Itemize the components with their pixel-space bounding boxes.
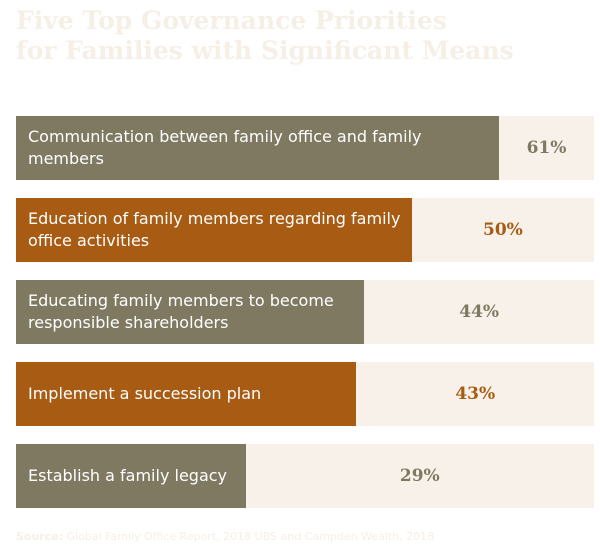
- bar-track: Establish a family legacy 29%: [16, 444, 594, 508]
- bar-track: Implement a succession plan 43%: [16, 362, 594, 426]
- bar-category-label: Educating family members to become respo…: [28, 291, 334, 332]
- bar: [16, 198, 412, 262]
- bar-track: Education of family members regarding fa…: [16, 198, 594, 262]
- bar-chart: Communication between family office and …: [16, 116, 594, 508]
- bar-category-label: Implement a succession plan: [28, 384, 262, 403]
- bar-track: Communication between family office and …: [16, 116, 594, 180]
- chart-title-line-1: Five Top Governance Priorities: [16, 6, 447, 35]
- source-note: Source: Global Family Office Report, 201…: [16, 530, 434, 543]
- bar: [16, 116, 499, 180]
- bar: [16, 362, 357, 426]
- bar-value-label: 44%: [459, 302, 500, 322]
- bar-value-label: 29%: [399, 466, 440, 486]
- bar: [16, 280, 365, 344]
- bar: [16, 444, 246, 508]
- bar-value-label: 61%: [526, 138, 567, 158]
- bar-track: Educating family members to become respo…: [16, 280, 594, 344]
- source-label: Source:: [16, 530, 64, 543]
- bar-value-label: 50%: [483, 220, 523, 240]
- bar-category-label: Establish a family legacy: [28, 466, 228, 485]
- source-text: Global Family Office Report, 2018 UBS an…: [66, 530, 435, 543]
- chart-title-line-2: for Families with Significant Means: [16, 36, 514, 65]
- chart-title: Five Top Governance Priorities for Famil…: [16, 6, 576, 66]
- bar-category-label: Communication between family office and …: [28, 127, 422, 168]
- bar-category-label: Education of family members regarding fa…: [28, 209, 401, 250]
- bar-value-label: 43%: [455, 384, 496, 404]
